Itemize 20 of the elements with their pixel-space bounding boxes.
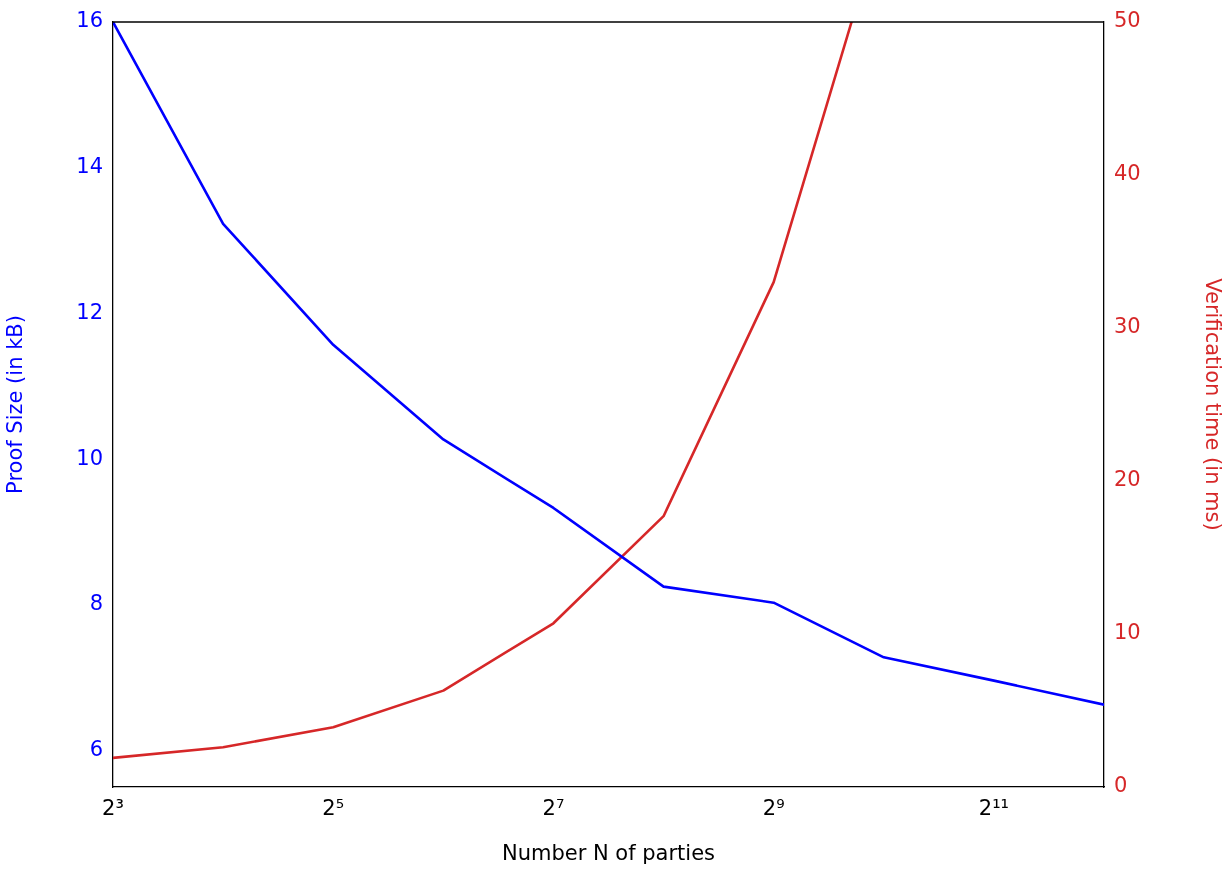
y2-tick-label: 30 xyxy=(1114,314,1141,339)
x-tick-label: 2³ xyxy=(102,796,124,821)
y2-tick-label: 20 xyxy=(1114,467,1141,492)
y2-tick-label: 0 xyxy=(1114,773,1128,798)
y-axis-title: Proof Size (in kB) xyxy=(3,315,28,494)
y-tick-label: 6 xyxy=(89,737,103,762)
x-tick-label: 2⁷ xyxy=(542,796,565,821)
y-tick-label: 10 xyxy=(76,445,103,470)
y-tick-label: 8 xyxy=(89,591,103,616)
x-tick-label: 2⁵ xyxy=(322,796,345,821)
x-tick-label: 2⁹ xyxy=(762,796,785,821)
x-tick-label: 2¹¹ xyxy=(978,796,1009,821)
y2-tick-label: 50 xyxy=(1114,8,1141,33)
x-axis-title: Number N of parties xyxy=(501,840,716,865)
y2-tick-label: 10 xyxy=(1114,620,1141,645)
y2-axis-title: Verification time (in ms) xyxy=(1200,278,1225,531)
y-tick-label: 16 xyxy=(76,8,103,33)
y-tick-label: 12 xyxy=(76,299,103,324)
y2-tick-label: 40 xyxy=(1114,161,1141,186)
y-tick-label: 14 xyxy=(76,154,103,179)
